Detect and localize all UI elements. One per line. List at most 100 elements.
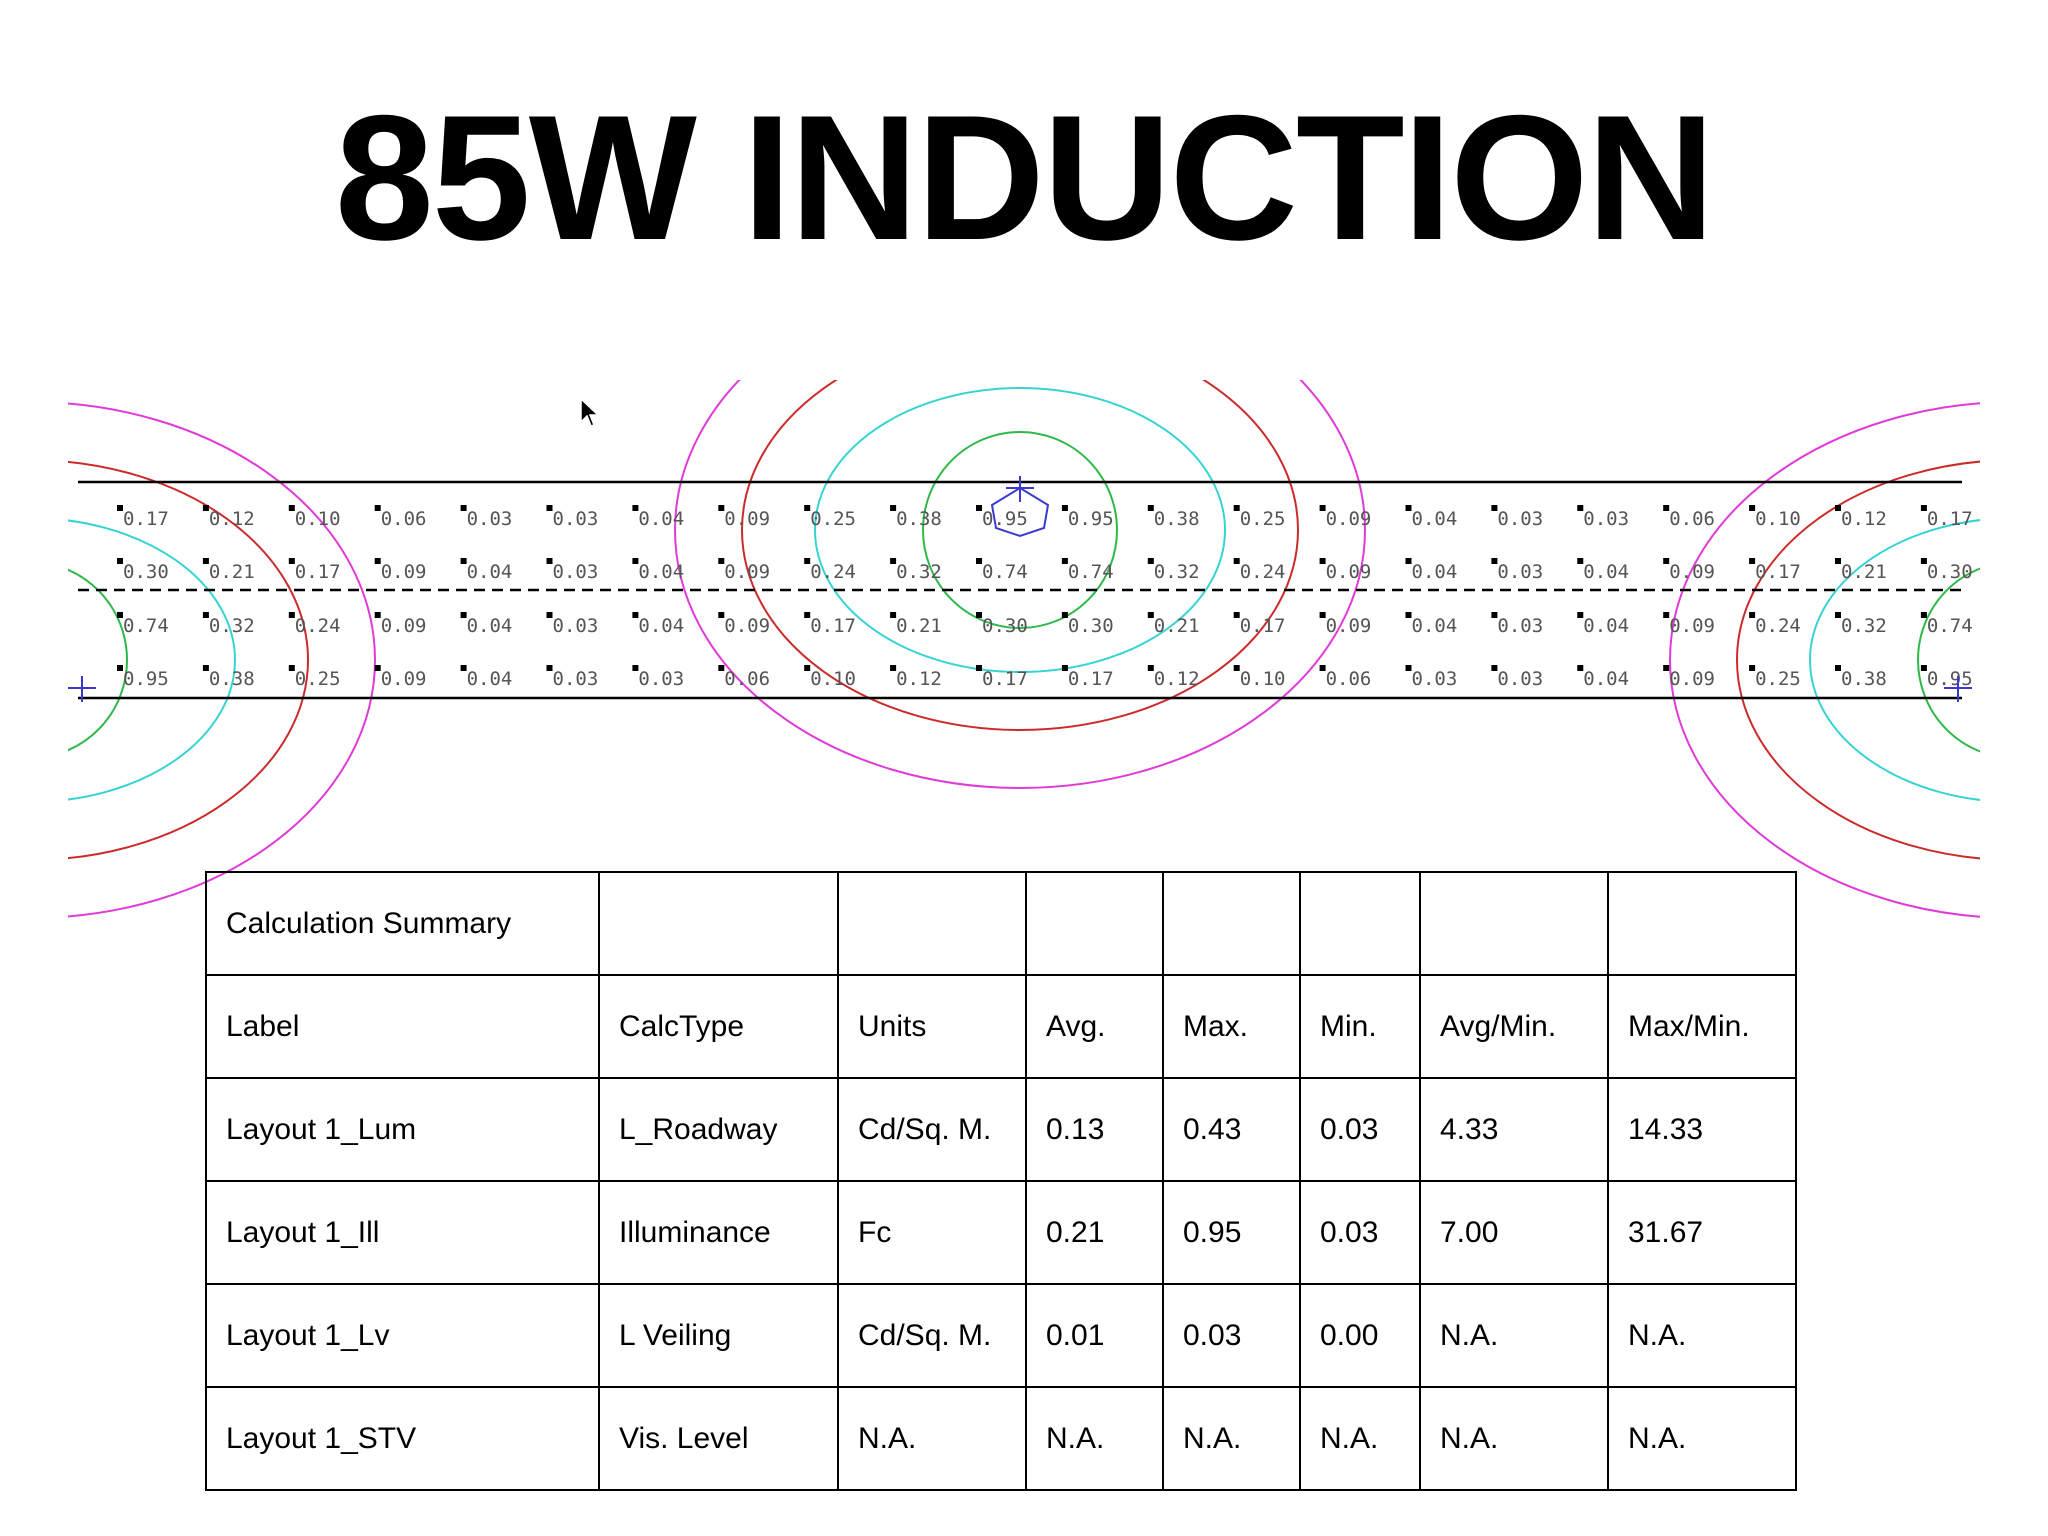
grid-value: 0.17: [1927, 508, 1973, 530]
table-caption-row: Calculation Summary: [205, 871, 1797, 976]
grid-point: [1061, 558, 1068, 564]
grid-value: 0.21: [209, 561, 255, 583]
grid-value: 0.09: [381, 668, 427, 690]
grid-value: 0.10: [1240, 668, 1286, 690]
grid-value: 0.04: [1412, 561, 1458, 583]
grid-point: [1835, 612, 1841, 618]
grid-point: [1577, 665, 1584, 671]
table-cell: [1419, 871, 1609, 976]
grid-value: 0.09: [1326, 508, 1372, 530]
grid-point: [976, 612, 982, 618]
grid-point: [546, 558, 553, 564]
grid-point: [1663, 558, 1670, 564]
luminaire-marker: [1944, 676, 1972, 702]
grid-point: [1319, 505, 1326, 511]
grid-value: 0.38: [1154, 508, 1200, 530]
grid-point: [546, 505, 553, 511]
grid-value: 0.12: [1154, 668, 1200, 690]
table-cell: N.A.: [1025, 1386, 1164, 1491]
grid-point: [1491, 558, 1498, 564]
grid-point: [374, 505, 381, 511]
grid-value: 0.17: [1755, 561, 1801, 583]
mouse-pointer-icon: [580, 398, 600, 427]
grid-value: 0.17: [982, 668, 1028, 690]
grid-point: [632, 665, 639, 671]
grid-point: [1491, 505, 1498, 511]
isolux-contours: [68, 380, 1980, 918]
grid-point: [1663, 665, 1670, 671]
table-cell: N.A.: [1419, 1386, 1609, 1491]
table-cell: Min.: [1299, 974, 1421, 1079]
grid-point: [1405, 612, 1412, 618]
contour-second: [1736, 460, 1980, 860]
grid-point: [1920, 612, 1927, 618]
grid-value: 0.06: [381, 508, 427, 530]
grid-point: [202, 612, 209, 618]
table-cell: 0.03: [1299, 1077, 1421, 1182]
contour-outer: [68, 402, 376, 918]
table-header-row: Label CalcType Units Avg. Max. Min. Avg/Min. Ma…: [205, 974, 1797, 1079]
grid-value: 0.06: [724, 668, 770, 690]
grid-value: 0.04: [1412, 615, 1458, 637]
table-cell: 0.43: [1162, 1077, 1301, 1182]
contour-outer: [674, 380, 1366, 789]
grid-value: 0.03: [553, 561, 599, 583]
grid-value: 0.25: [1240, 508, 1286, 530]
table-cell: Calculation Summary: [205, 871, 600, 976]
grid-point: [1749, 505, 1756, 511]
grid-point: [1233, 665, 1240, 671]
table-cell: 0.13: [1025, 1077, 1164, 1182]
grid-value: 0.03: [1497, 615, 1543, 637]
table-cell: 14.33: [1607, 1077, 1797, 1182]
table-cell: N.A.: [1162, 1386, 1301, 1491]
grid-value: 0.04: [467, 561, 513, 583]
grid-point: [460, 665, 467, 671]
grid-value: 0.32: [1154, 561, 1200, 583]
grid-point: [1147, 505, 1154, 511]
table-cell: [1025, 871, 1164, 976]
grid-point: [1147, 612, 1154, 618]
grid-value: 0.06: [1669, 508, 1715, 530]
table-cell: Cd/Sq. M.: [837, 1077, 1027, 1182]
grid-point: [804, 558, 811, 564]
grid-point: [460, 612, 467, 618]
grid-point: [546, 665, 553, 671]
grid-point: [202, 665, 209, 671]
grid-point: [1319, 665, 1326, 671]
grid-value: 0.03: [467, 508, 513, 530]
grid-point: [117, 558, 123, 564]
grid-value: 0.09: [1326, 561, 1372, 583]
grid-value: 0.25: [810, 508, 856, 530]
table-cell: Layout 1_STV: [205, 1386, 600, 1491]
grid-value: 0.24: [1755, 615, 1801, 637]
grid-point: [460, 505, 467, 511]
grid-value: 0.04: [467, 615, 513, 637]
grid-value: 0.17: [123, 508, 169, 530]
grid-value: 0.09: [724, 508, 770, 530]
table-cell: N.A.: [837, 1386, 1027, 1491]
contour-second: [741, 380, 1299, 731]
grid-point: [374, 558, 381, 564]
grid-point: [890, 558, 897, 564]
grid-point: [1835, 558, 1841, 564]
grid-point: [890, 505, 897, 511]
grid-value: 0.04: [1412, 508, 1458, 530]
grid-point: [632, 612, 639, 618]
grid-point: [1147, 665, 1154, 671]
grid-point: [1491, 612, 1498, 618]
grid-point: [1491, 665, 1498, 671]
grid-value: 0.95: [1927, 668, 1973, 690]
grid-value: 0.12: [896, 668, 942, 690]
grid-value: 0.74: [123, 615, 169, 637]
grid-point: [1577, 505, 1584, 511]
grid-value: 0.95: [1068, 508, 1114, 530]
grid-point: [1233, 558, 1240, 564]
grid-point: [288, 558, 295, 564]
grid-value: 0.24: [1240, 561, 1286, 583]
luminaires: [68, 476, 1972, 702]
grid-value: 0.30: [982, 615, 1028, 637]
table-cell: Max.: [1162, 974, 1301, 1079]
table-cell: 31.67: [1607, 1180, 1797, 1285]
grid-point: [288, 612, 295, 618]
grid-value: 0.10: [810, 668, 856, 690]
